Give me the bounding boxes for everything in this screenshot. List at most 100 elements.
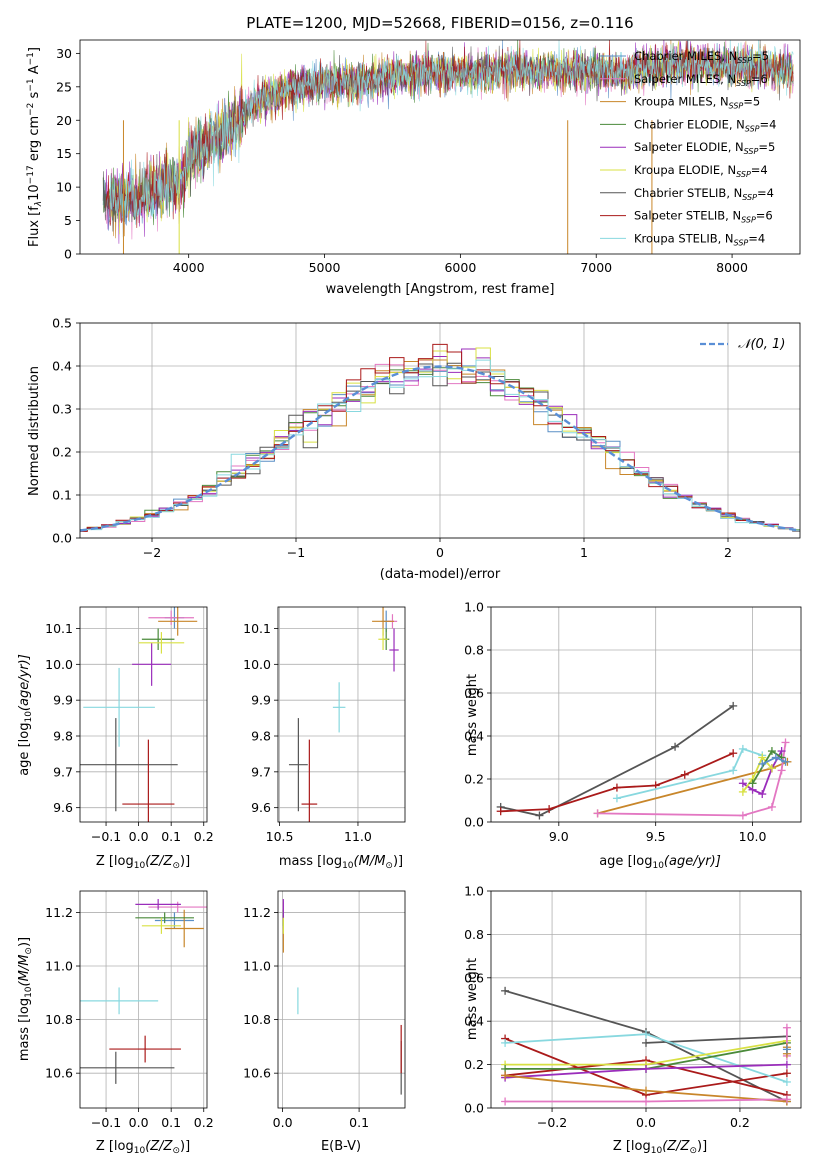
series-salp_stelib bbox=[501, 1034, 791, 1099]
errorbar-point-salp_stelib bbox=[109, 1035, 181, 1063]
errorbar-point-salp_miles bbox=[148, 610, 194, 625]
ytick-label: 0.2 bbox=[464, 772, 484, 787]
spectrum-ytick-label: 15 bbox=[56, 146, 72, 161]
spectrum-legend-label: Salpeter MILES, NSSP=6 bbox=[634, 72, 768, 88]
spectrum-ytick-label: 20 bbox=[56, 113, 72, 128]
ytick-label: 10.0 bbox=[45, 657, 73, 672]
spectrum-legend-item: Kroupa MILES, NSSP=5 bbox=[600, 95, 760, 111]
spectrum-legend-item: Salpeter ELODIE, NSSP=5 bbox=[600, 140, 775, 156]
errorbar-point-salp_miles bbox=[148, 901, 207, 913]
massweight-vs-z-panel: −0.2 0.0 0.2 0.0 0.2 0.4 0.6 0.8 1.0 bbox=[464, 884, 802, 1130]
ytick-label: 11.0 bbox=[243, 959, 271, 974]
series-salp_stelib bbox=[496, 749, 738, 816]
xtick-label: 0.0 bbox=[129, 1115, 149, 1130]
spectrum-legend-label: Kroupa ELODIE, NSSP=4 bbox=[634, 163, 768, 179]
spectrum-legend-label: Chabrier MILES, NSSP=5 bbox=[634, 49, 769, 65]
mass-vs-z-panel: −0.1 0.0 0.1 0.2 10.6 10.8 11.0 11.2 bbox=[45, 890, 214, 1130]
mw-z-xlabel: Z [log10(Z/Z⊙)] bbox=[613, 1139, 707, 1156]
panel-frame bbox=[277, 890, 406, 1109]
xtick-label: 9.0 bbox=[549, 829, 569, 844]
ytick-label: 0.0 bbox=[464, 815, 484, 830]
errorbar-point-kroupa_elodie bbox=[378, 628, 388, 650]
panel-marks bbox=[80, 607, 198, 822]
xtick-label: 0.2 bbox=[730, 1115, 750, 1130]
ytick-label: 10.8 bbox=[243, 1012, 271, 1027]
normal-legend-label: 𝒩(0, 1) bbox=[738, 337, 785, 352]
ytick-label: 9.6 bbox=[251, 800, 271, 815]
age-z-ylabel: age [log10(age/yr)] bbox=[17, 654, 34, 776]
xtick-label: 0.0 bbox=[636, 1115, 656, 1130]
ytick-label: 10.1 bbox=[45, 621, 73, 636]
xtick-label: 0.1 bbox=[161, 829, 181, 844]
xtick-label: −0.2 bbox=[537, 1115, 567, 1130]
errorbar-point-kroupa_stelib bbox=[332, 682, 346, 733]
xtick-label: 0.2 bbox=[194, 829, 214, 844]
panel-frame bbox=[79, 890, 208, 1109]
residual-xtick-label: 1 bbox=[580, 545, 588, 560]
panel-frame bbox=[277, 606, 406, 823]
xtick-label: 10.5 bbox=[266, 829, 294, 844]
errorbar-point-kroupa_miles bbox=[164, 909, 204, 948]
spectrum-frame bbox=[79, 39, 801, 255]
ytick-label: 9.9 bbox=[53, 693, 73, 708]
errorbar-point-chab_elodie bbox=[135, 912, 194, 924]
series-kroupa_stelib bbox=[612, 744, 767, 803]
age-z-xlabel: Z [log10(Z/Z⊙)] bbox=[96, 854, 190, 871]
series-line bbox=[742, 755, 773, 793]
xtick-label: 0.1 bbox=[161, 1115, 181, 1130]
spectrum-xtick-label: 5000 bbox=[309, 260, 341, 275]
ytick-label: 0.2 bbox=[464, 1057, 484, 1072]
ytick-label: 0.4 bbox=[464, 1014, 484, 1029]
series-salp_elodie bbox=[501, 1060, 791, 1082]
errorbar-point-salp_elodie bbox=[135, 899, 181, 910]
residual-xtick-label: −1 bbox=[287, 545, 305, 560]
errorbar-point-chab_stelib bbox=[80, 1051, 175, 1084]
spectrum-ticks: 4000 5000 6000 7000 8000 0 5 10 15 20 25 30 bbox=[56, 46, 748, 275]
residual-ylabel: Normed distribution bbox=[27, 366, 42, 496]
spectrum-legend-label: Salpeter ELODIE, NSSP=5 bbox=[634, 140, 775, 156]
panel-marks bbox=[80, 899, 207, 1084]
residual-xlabel: (data-model)/error bbox=[380, 567, 501, 582]
spectrum-legend-label: Chabrier STELIB, NSSP=4 bbox=[634, 186, 774, 202]
panel-marks bbox=[501, 986, 791, 1106]
ytick-label: 0.6 bbox=[464, 970, 484, 985]
ytick-label: 10.8 bbox=[45, 1012, 73, 1027]
spectrum-xtick-label: 8000 bbox=[716, 260, 748, 275]
spectrum-xtick-label: 4000 bbox=[173, 260, 205, 275]
spectrum-legend-item: Chabrier STELIB, NSSP=4 bbox=[600, 186, 774, 202]
errorbar-point-salp_elodie bbox=[132, 642, 172, 686]
spectrum-legend-item: Chabrier ELODIE, NSSP=4 bbox=[600, 117, 776, 133]
ytick-label: 9.7 bbox=[251, 764, 271, 779]
age-vs-z-panel: −0.1 0.0 0.1 0.2 9.6 9.7 9.8 9.9 10.0 10.1 bbox=[45, 606, 214, 844]
series-line bbox=[500, 752, 734, 813]
residual-xtick-label: 0 bbox=[436, 545, 444, 560]
age-vs-mass-panel: 10.5 11.0 9.6 9.7 9.8 9.9 10.0 10.1 bbox=[243, 606, 406, 844]
series-chab_miles bbox=[758, 753, 790, 768]
spectrum-legend-label: Salpeter STELIB, NSSP=6 bbox=[634, 209, 773, 225]
errorbar-point-chab_elodie bbox=[141, 628, 175, 650]
panel-frame bbox=[490, 606, 802, 823]
residual-legend: 𝒩(0, 1) bbox=[700, 337, 785, 352]
mass-z-xlabel: Z [log10(Z/Z⊙)] bbox=[96, 1139, 190, 1156]
series-line bbox=[616, 747, 763, 800]
errorbar-point-chab_stelib bbox=[288, 718, 308, 812]
xtick-label: 11.0 bbox=[344, 829, 372, 844]
errorbar-point-kroupa_elodie bbox=[138, 632, 185, 654]
ytick-label: 9.7 bbox=[53, 764, 73, 779]
panel-marks bbox=[282, 899, 402, 1095]
spectrum-legend-label: Chabrier ELODIE, NSSP=4 bbox=[634, 117, 776, 133]
spectrum-legend-item: Kroupa STELIB, NSSP=4 bbox=[600, 231, 765, 247]
xtick-label: −0.1 bbox=[91, 1115, 121, 1130]
ytick-label: 11.2 bbox=[45, 905, 73, 920]
normal-curve bbox=[80, 365, 800, 532]
residual-panel: −2 −1 0 1 2 0.0 0.1 0.2 0.3 0.4 0.5 (data-model)/e… bbox=[27, 316, 801, 582]
series-chab_miles bbox=[782, 1045, 791, 1054]
mass-z-ylabel: mass [log10(M/M⊙)] bbox=[17, 937, 34, 1061]
xtick-label: 10.0 bbox=[739, 829, 767, 844]
residual-ytick-label: 0.5 bbox=[52, 316, 72, 331]
spectrum-ytick-label: 10 bbox=[56, 180, 72, 195]
ytick-label: 10.6 bbox=[45, 1066, 73, 1081]
residual-ytick-label: 0.4 bbox=[52, 359, 72, 374]
series-kroupa_elodie bbox=[738, 753, 776, 796]
errorbar-point-kroupa_stelib bbox=[80, 987, 159, 1015]
